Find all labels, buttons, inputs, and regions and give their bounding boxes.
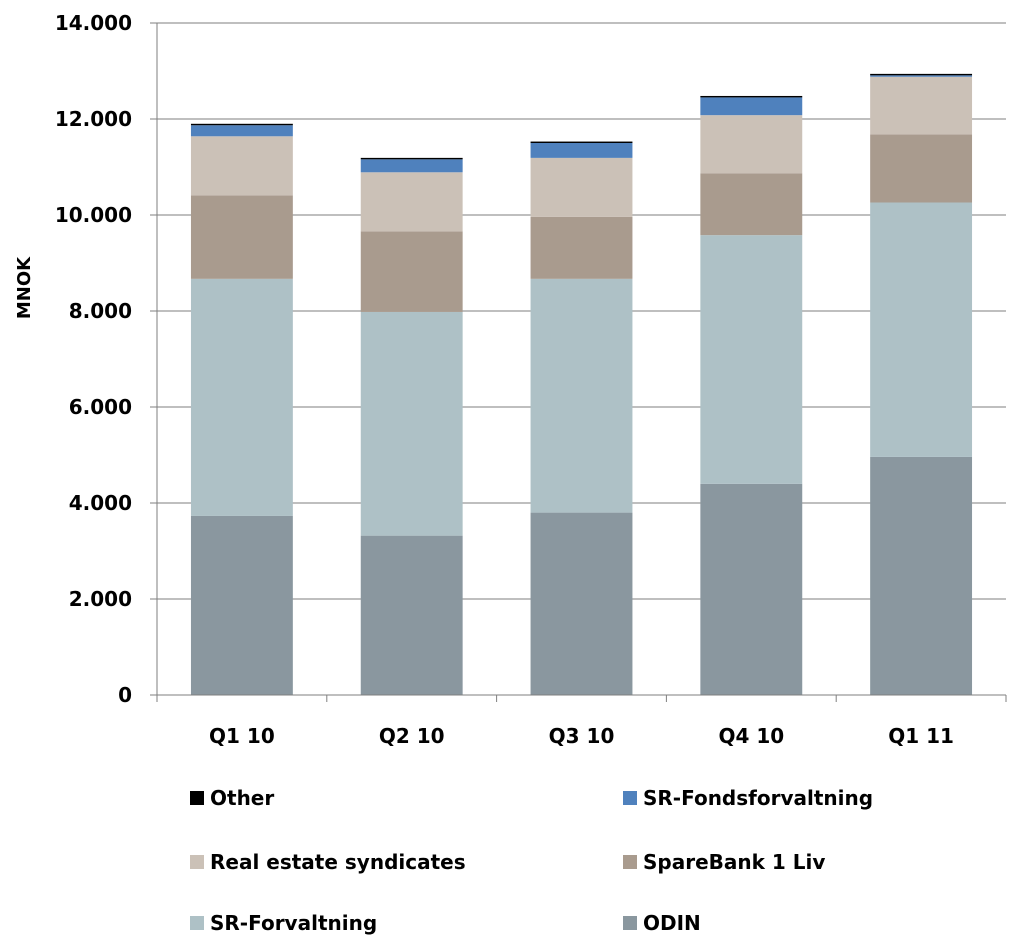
x-tick-labels: Q1 10 Q2 10 Q3 10 Q4 10 Q1 11	[209, 724, 954, 748]
bar-segment-sr-fondsforvaltning	[360, 159, 463, 173]
bar-segment-sr-fondsforvaltning	[190, 125, 293, 137]
bar-segment-real-estate-syndicates	[530, 157, 633, 217]
bar-segment-sr-fondsforvaltning	[700, 97, 803, 116]
bar-segment-real-estate-syndicates	[360, 172, 463, 232]
bar-segment-sr-forvaltning	[190, 278, 293, 516]
bar-segment-sr-fondsforvaltning	[870, 75, 973, 77]
x-tick-label: Q2 10	[379, 724, 445, 748]
y-axis-title: MNOK	[14, 256, 35, 319]
bar-segment-real-estate-syndicates	[190, 136, 293, 196]
bar-segment-odin	[530, 512, 633, 695]
bar-segment-sparebank-1-liv	[870, 134, 973, 203]
bar-segment-odin	[870, 456, 973, 695]
bar-segment-sr-forvaltning	[530, 278, 633, 513]
y-tick-label: 8.000	[69, 299, 132, 323]
bar-segment-sr-fondsforvaltning	[530, 143, 633, 158]
bar-segment-sparebank-1-liv	[190, 195, 293, 279]
y-tick-label: 10.000	[55, 203, 132, 227]
bar-segment-sparebank-1-liv	[360, 231, 463, 312]
bar-segment-sparebank-1-liv	[530, 216, 633, 279]
bar-segment-other	[870, 73, 973, 76]
y-tick-label: 4.000	[69, 491, 132, 515]
bar-segment-other	[530, 141, 633, 143]
y-tick-label: 0	[118, 683, 132, 707]
x-tick-label: Q1 10	[209, 724, 275, 748]
bar-segment-other	[360, 157, 463, 160]
y-tick-label: 2.000	[69, 587, 132, 611]
bar-segment-sr-forvaltning	[360, 311, 463, 536]
x-tick-label: Q3 10	[549, 724, 615, 748]
y-tick-label: 12.000	[55, 107, 132, 131]
bar-segment-real-estate-syndicates	[870, 76, 973, 135]
bar-segment-sparebank-1-liv	[700, 173, 803, 236]
y-tick-label: 6.000	[69, 395, 132, 419]
bar-segment-sr-forvaltning	[700, 235, 803, 484]
bar-segment-other	[190, 123, 293, 126]
bar-segment-odin	[700, 483, 803, 695]
bar-segment-sr-forvaltning	[870, 202, 973, 457]
y-tick-label: 14.000	[55, 11, 132, 35]
bar-segment-odin	[360, 535, 463, 695]
bar-segment-other	[700, 95, 803, 98]
y-tick-labels: 0 2.000 4.000 6.000 8.000 10.000 12.000 14.000	[55, 11, 132, 707]
bar-segment-real-estate-syndicates	[700, 115, 803, 174]
x-tick-label: Q4 10	[718, 724, 784, 748]
bar-stacks	[190, 73, 973, 695]
axes	[150, 22, 1007, 702]
bar-segment-odin	[190, 515, 293, 695]
x-tick-label: Q1 11	[888, 724, 954, 748]
